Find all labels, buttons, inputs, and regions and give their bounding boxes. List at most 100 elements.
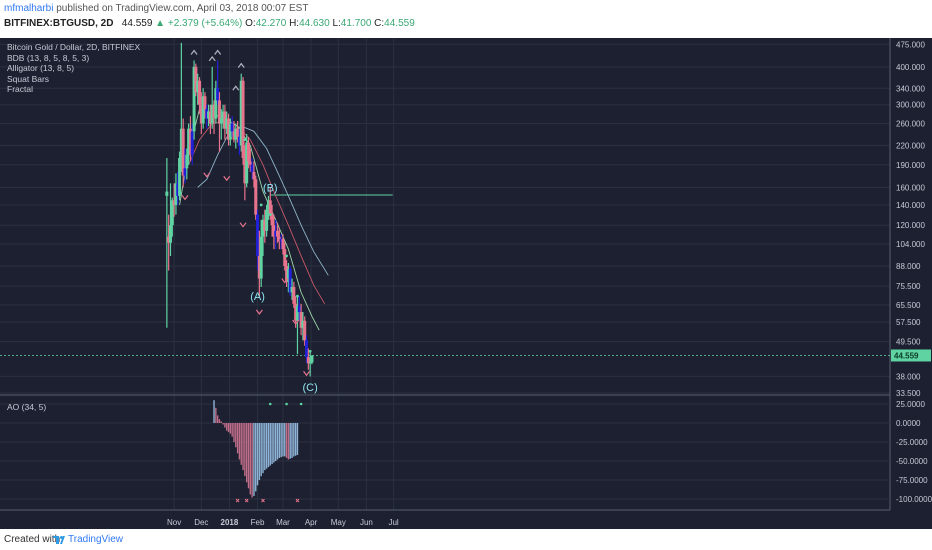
candle-body [294,303,298,321]
candle-body [236,128,240,137]
chart-canvas[interactable]: NovDec2018FebMarAprMayJunJul550.000475.0… [0,38,932,529]
candle-body [259,236,263,279]
candle-body [230,123,234,132]
legend-squat-bars[interactable]: Squat Bars [7,73,50,84]
candle-body [170,200,174,226]
last-price-tag [891,349,931,362]
ao-legend[interactable]: AO (34, 5) [7,402,47,412]
price-tick-label: 190.000 [896,161,925,170]
legend-fractal[interactable]: Fractal [7,84,33,94]
publish-text: published on TradingView.com, April 03, … [56,3,309,14]
chart-area[interactable]: NovDec2018FebMarAprMayJunJul550.000475.0… [0,38,932,529]
candle-body [279,239,283,242]
candle-body [225,118,229,129]
candle-body [167,236,171,243]
high-label: H: [289,18,300,29]
price-tick-label: 220.000 [896,141,925,150]
legend-title[interactable]: Bitcoin Gold / Dollar, 2D, BITFINEX [7,42,141,52]
candle-body [223,111,227,129]
fractal-up-marker [190,49,198,55]
publish-info: mfmalharbi published on TradingView.com,… [4,3,308,14]
candle-body [187,128,191,155]
candle-body [297,305,301,313]
candle-body [243,158,247,184]
close-value: 44.559 [384,18,415,29]
chart-header: mfmalharbi published on TradingView.com,… [0,0,932,38]
last-price: 44.559 [121,18,153,29]
price-tick-label: 49.500 [896,338,921,347]
ao-tick-label: -75.0000 [896,476,928,485]
candle-body [174,183,178,205]
wave-label: (C) [303,382,318,394]
price-tick-label: 140.000 [896,201,925,210]
price-tick-label: 88.000 [896,262,921,271]
candle-body [252,171,256,180]
candle-body [295,305,299,321]
candle-body [192,66,196,132]
price-tick-label: 38.000 [896,372,921,381]
price-tick-label: 33.500 [896,389,921,398]
candle-body [199,104,203,124]
candle-body [210,104,214,124]
candle-body [290,287,294,293]
candle-body [299,312,303,328]
fractal-up-marker [214,49,222,55]
candle-body [277,236,281,242]
candle-body [281,239,285,250]
bdb-signal-dot [259,203,263,207]
candle-body [203,96,207,110]
fractal-down-marker [203,172,211,178]
candle-body [254,179,258,215]
candle-body [256,214,260,256]
x-tick-label: May [331,518,346,527]
candle-body [212,104,216,119]
candle-body [176,183,180,196]
legend-bdb[interactable]: BDB (13, 8, 5, 8, 5, 3) [7,52,90,63]
high-value: 44.630 [299,18,330,29]
ohlc-line: BITFINEX:BTGUSD, 2D 44.559 ▲ +2.379 (+5.… [4,18,415,29]
candle-body [306,357,310,364]
fractal-down-marker [239,222,247,228]
ao-red-mark [244,498,249,503]
candle-body [172,200,176,205]
candle-body [232,131,236,140]
ao-tick-label: -100.0000 [896,495,932,504]
price-tick-label: 75.500 [896,282,921,291]
x-tick-label: Dec [194,518,208,527]
candle-body [178,158,182,196]
candle-body [266,200,270,210]
ao-tick-label: 25.0000 [896,400,925,409]
candle-body [272,225,276,237]
candle-body [308,362,312,364]
fractal-up-marker [232,85,240,91]
legend-alligator[interactable]: Alligator (13, 8, 5) [7,63,75,73]
candle-body [219,118,223,124]
candle-body [303,320,307,341]
candle-body [208,111,212,124]
candle-body [305,340,309,358]
ao-tick-label: -50.0000 [896,457,928,466]
candle-body [239,80,243,146]
candle-body [285,265,289,282]
candle-body [214,88,218,119]
fractal-up-marker [208,55,216,62]
candle-body [217,100,221,124]
candle-body [207,111,211,119]
low-label: L: [332,18,341,29]
candle-body [228,123,232,140]
fractal-down-marker [181,195,189,201]
x-tick-label: Feb [251,518,265,527]
candle-body [168,225,172,243]
last-price-label: 44.559 [894,351,919,360]
tradingview-brand-link[interactable]: TradingView [68,534,124,545]
price-change: ▲ +2.379 (+5.64%) [155,18,243,29]
candle-body [190,131,194,155]
fractal-up-marker [237,62,245,68]
wave-label: (B) [263,182,278,194]
author-link[interactable]: mfmalharbi [4,3,54,14]
candle-body [188,128,192,155]
fractal-down-marker [303,370,311,377]
low-value: 41.700 [340,18,372,29]
bdb-signal-dot [268,213,272,217]
candle-body [179,128,183,159]
